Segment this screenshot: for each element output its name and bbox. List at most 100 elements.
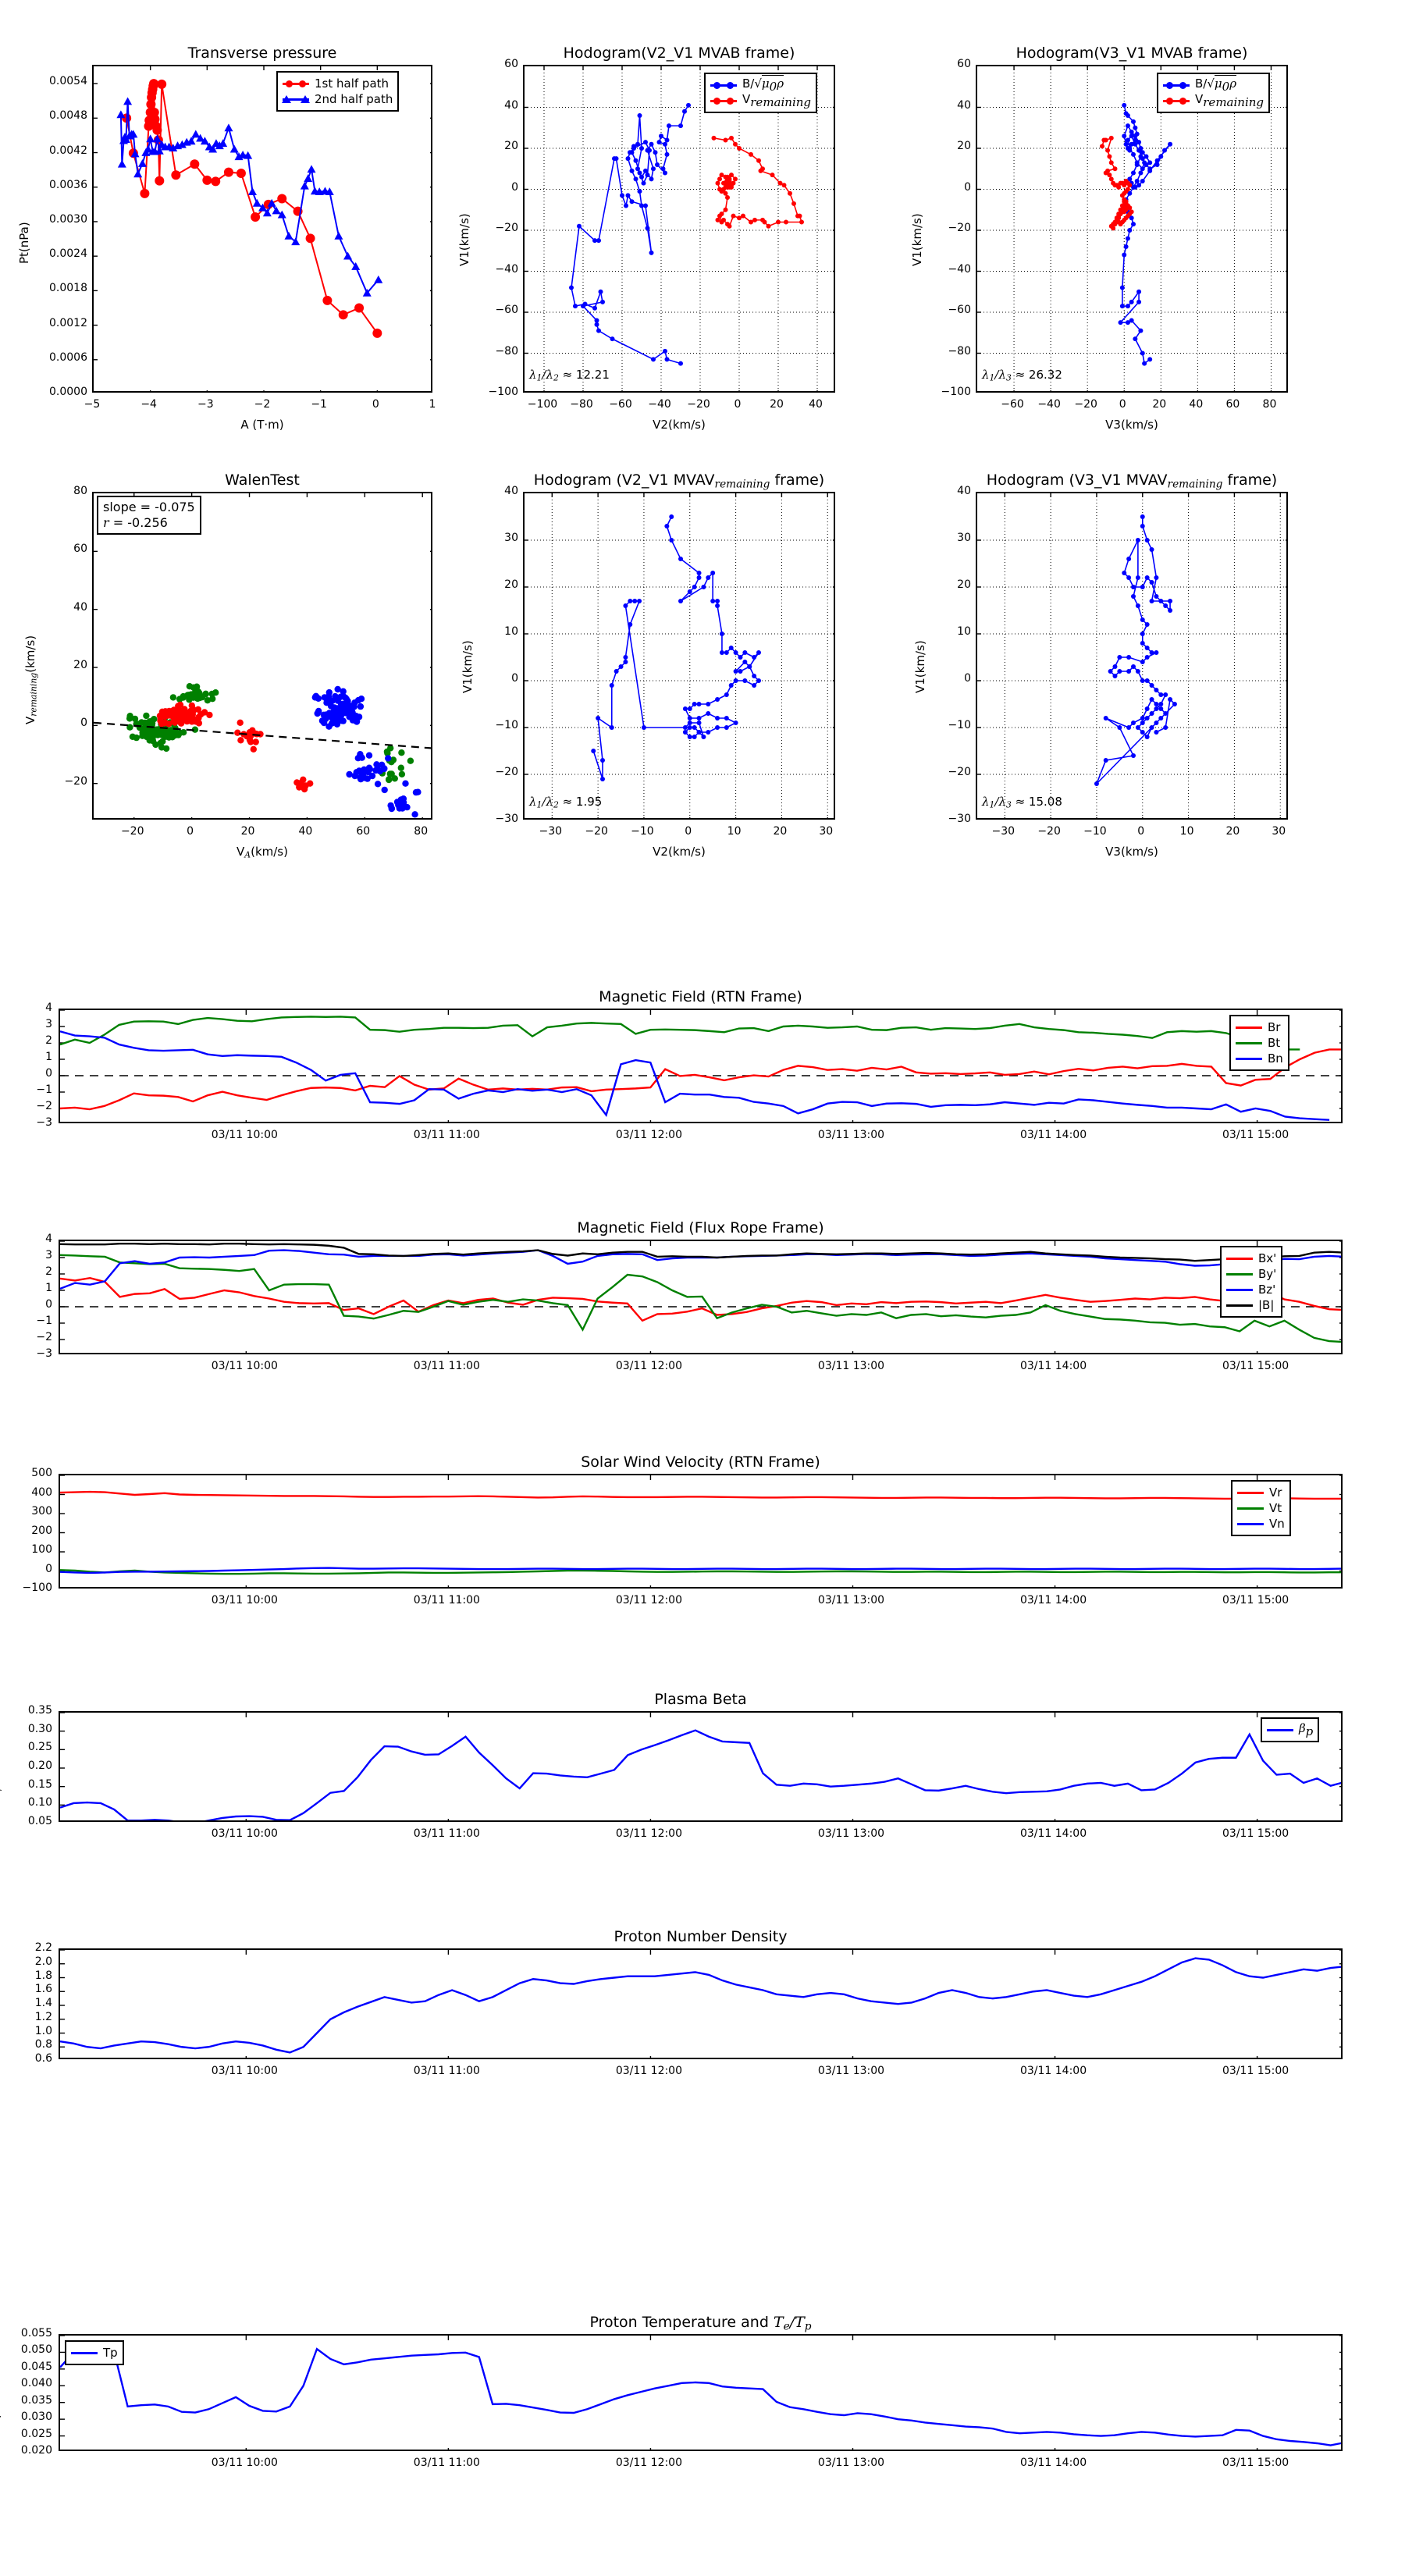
legend-item: Tp (71, 2345, 118, 2361)
panel-title: Plasma Beta (654, 1691, 747, 1708)
y-tick-label: 0 (45, 1562, 52, 1575)
legend: 1st half path 2nd half path (276, 71, 400, 112)
legend: B/√μ0ρ Vremaining (1157, 73, 1270, 113)
x-tick-label: 03/11 12:00 (615, 1360, 683, 1372)
legend-item: Bx' (1226, 1251, 1276, 1266)
y-tick-label: 3 (45, 1018, 52, 1030)
x-tick-label: 40 (809, 398, 823, 411)
y-tick-label: −10 (495, 719, 518, 731)
y-tick-label: −60 (948, 304, 971, 316)
y-tick-label: 200 (31, 1524, 52, 1537)
x-tick-label: 03/11 13:00 (817, 2065, 885, 2077)
legend-label: Vremaining (742, 92, 811, 109)
x-tick-label: 20 (1152, 398, 1167, 411)
y-tick-label: 1 (45, 1051, 52, 1063)
x-tick-label: 03/11 10:00 (211, 1594, 278, 1606)
correlation-value: r = -0.256 (103, 515, 168, 530)
y-tick-label: −40 (948, 262, 971, 276)
plot-area (523, 65, 835, 393)
x-tick-label: 03/11 11:00 (413, 1594, 480, 1606)
y-tick-label: 0.045 (20, 2360, 52, 2373)
x-tick-label: 03/11 10:00 (211, 2065, 278, 2077)
legend-swatch (283, 78, 309, 89)
x-tick-label: 40 (298, 825, 313, 838)
x-tick-label: 03/11 15:00 (1222, 2457, 1289, 2469)
y-tick-label: 0.0036 (49, 178, 87, 191)
x-tick-label: 03/11 13:00 (817, 1129, 885, 1141)
plot-area (92, 65, 432, 393)
y-tick-label: 300 (31, 1505, 52, 1517)
y-tick-label: −2 (36, 1331, 52, 1343)
y-tick-label: 0.035 (20, 2393, 52, 2407)
y-tick-label: 400 (31, 1485, 52, 1499)
x-tick-label: −60 (609, 398, 632, 411)
legend-label: By' (1258, 1267, 1277, 1281)
x-tick-label: −5 (84, 398, 101, 411)
y-tick-label: 20 (957, 578, 971, 591)
legend: Vr Vt Vn (1231, 1480, 1291, 1536)
y-tick-label: 4 (45, 1002, 52, 1014)
y-tick-label: 20 (73, 659, 87, 671)
x-tick-label: 20 (1225, 825, 1240, 838)
legend-item: Br (1236, 1019, 1283, 1035)
y-tick-label: −10 (948, 719, 971, 731)
legend-item: By' (1226, 1266, 1276, 1282)
x-tick-label: 03/11 12:00 (615, 2457, 683, 2469)
y-tick-label: 0.25 (27, 1741, 52, 1754)
y-tick-label: 30 (504, 532, 518, 544)
x-axis-label: V2(km/s) (653, 845, 706, 859)
y-tick-label: 0.10 (27, 1796, 52, 1809)
legend-label: Bn (1268, 1051, 1283, 1066)
y-tick-label: 0.055 (20, 2327, 52, 2339)
y-tick-label: −2 (36, 1100, 52, 1112)
panel-title: Proton Temperature and Te/Tp (589, 2314, 812, 2333)
x-tick-label: −20 (585, 825, 608, 838)
y-tick-label: 0.0048 (49, 109, 87, 123)
y-tick-label: 0.30 (27, 1722, 52, 1735)
x-tick-label: 03/11 13:00 (817, 2457, 885, 2469)
y-tick-label: 10 (957, 625, 971, 638)
x-tick-label: 03/11 15:00 (1222, 1827, 1289, 1840)
legend-label: 2nd half path (315, 92, 393, 106)
y-tick-label: −20 (495, 766, 518, 778)
y-tick-label: 0 (964, 180, 971, 194)
y-tick-label: 4 (45, 1233, 52, 1245)
legend-item: Bz' (1226, 1282, 1276, 1297)
y-tick-label: 0.0006 (49, 350, 87, 364)
y-tick-label: 1.4 (34, 1997, 52, 2009)
plot-area (92, 492, 432, 820)
eigenvalue-ratio: λ1/λ2 ≈ 1.95 (529, 795, 603, 810)
y-tick-label: 2.2 (34, 1941, 52, 1954)
y-tick-label: 80 (73, 485, 87, 497)
plot-area (523, 492, 835, 820)
legend-item: 1st half path (283, 76, 393, 91)
y-tick-label: 10 (504, 625, 518, 638)
legend-label: 1st half path (315, 76, 389, 91)
y-tick-label: 20 (957, 140, 971, 152)
legend-item: B/√μ0ρ (1163, 75, 1264, 94)
x-tick-label: 1 (429, 398, 436, 411)
plot-area (59, 1009, 1343, 1123)
x-tick-label: 80 (1262, 398, 1277, 411)
y-tick-label: −3 (36, 1116, 52, 1129)
x-tick-label: 03/11 11:00 (413, 1360, 480, 1372)
x-tick-label: 03/11 10:00 (211, 1360, 278, 1372)
x-tick-label: 03/11 11:00 (413, 1129, 480, 1141)
legend-label: Vn (1269, 1517, 1285, 1531)
panel-title: Transverse pressure (187, 44, 337, 62)
y-tick-label: 0 (511, 180, 518, 194)
y-tick-label: 20 (504, 140, 518, 152)
x-tick-label: 03/11 11:00 (413, 2457, 480, 2469)
legend-label: Bz' (1258, 1283, 1276, 1297)
legend-label: Tp (103, 2346, 118, 2360)
y-tick-label: 0 (45, 1298, 52, 1311)
x-tick-label: −30 (991, 825, 1016, 838)
y-tick-label: 20 (504, 578, 518, 591)
y-axis-label: V1(km/s) (461, 640, 475, 693)
x-tick-label: 03/11 12:00 (615, 1129, 683, 1141)
legend-swatch (1237, 1518, 1264, 1529)
legend-swatch (1237, 1503, 1264, 1514)
legend: B/√μ0ρ Vremaining (704, 73, 817, 113)
x-tick-label: −20 (1037, 825, 1061, 838)
legend-label: Bt (1268, 1036, 1281, 1050)
